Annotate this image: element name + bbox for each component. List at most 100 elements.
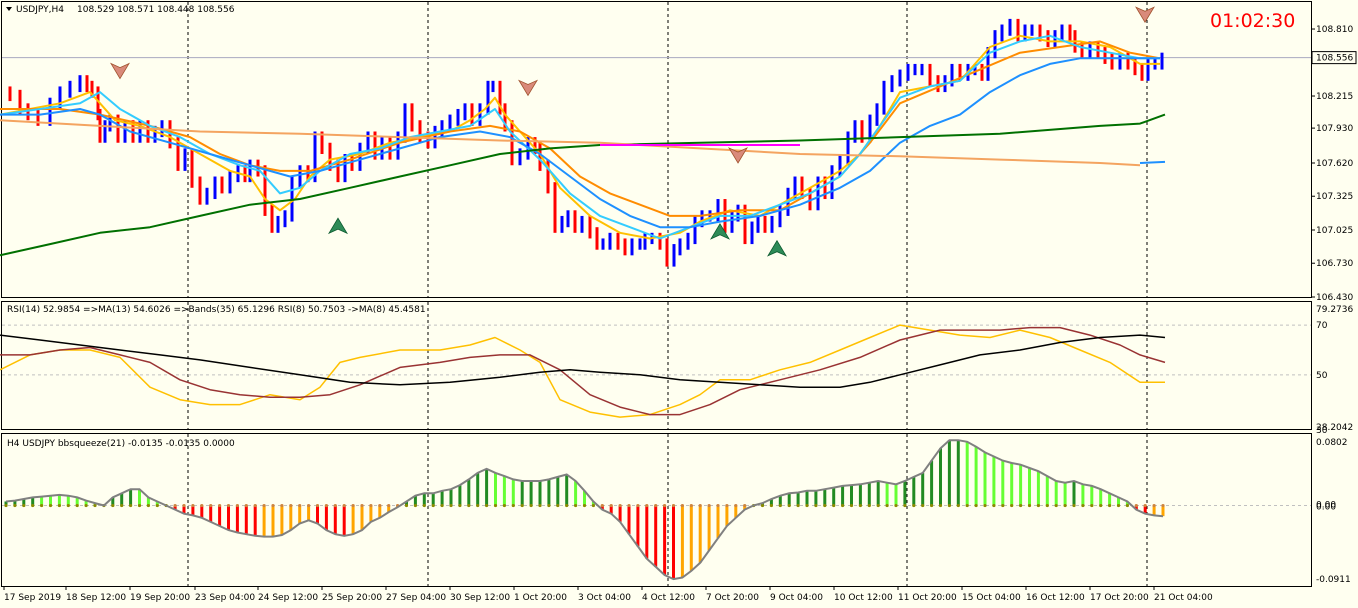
rsi-tick-label: 30 — [1316, 426, 1328, 436]
squeeze-dot — [155, 503, 159, 508]
squeeze-dot — [387, 503, 391, 508]
squeeze-dot — [1161, 503, 1165, 508]
price-tick-label: 107.325 — [1316, 192, 1353, 202]
squeeze-dot — [680, 503, 685, 508]
rsi-series-MA(8) — [0, 326, 1166, 416]
squeeze-dot — [1045, 503, 1049, 508]
squeeze-dot — [1125, 503, 1129, 508]
squeeze-dot — [369, 503, 373, 508]
time-tick-label: 17 Sep 2019 — [4, 593, 61, 603]
symbol-header: USDJPY,H4 — [16, 5, 64, 15]
squeeze-dot — [903, 503, 907, 508]
squeeze-dot — [404, 503, 409, 508]
squeeze-dot — [502, 503, 506, 508]
time-tick-label: 25 Sep 20:00 — [322, 593, 382, 603]
squeeze-dot — [1054, 503, 1058, 508]
squeeze-dot — [1108, 503, 1112, 508]
time-tick-label: 16 Oct 12:00 — [1026, 593, 1085, 603]
time-tick-label: 4 Oct 12:00 — [642, 593, 695, 603]
squeeze-dot — [129, 503, 133, 508]
squeeze-dot — [645, 503, 649, 508]
squeeze-dot — [636, 503, 640, 508]
squeeze-dot — [921, 503, 925, 508]
time-tick-label: 15 Oct 04:00 — [962, 593, 1021, 603]
squeeze-dot — [974, 503, 978, 508]
squeeze-dot — [449, 503, 453, 508]
squeeze-dot — [191, 503, 195, 508]
squeeze-dot — [796, 503, 800, 508]
squeeze-dot — [40, 503, 44, 508]
squeeze-dot — [716, 503, 720, 508]
squeeze-dot — [867, 503, 871, 508]
rsi-panel — [0, 324, 1166, 418]
squeeze-dot — [529, 503, 533, 508]
rsi-series-MA(13) — [0, 334, 1166, 388]
squeeze-dot — [769, 503, 774, 508]
buy-arrow-icon — [767, 239, 787, 257]
squeeze-dot — [440, 503, 444, 508]
bar-countdown-timer: 01:02:30 — [1210, 10, 1295, 32]
time-tick-label: 7 Oct 20:00 — [706, 593, 759, 603]
squeeze-dot — [1063, 503, 1067, 508]
time-tick-label: 11 Oct 20:00 — [898, 593, 957, 603]
squeeze-dot — [565, 503, 569, 508]
squeeze-dot — [422, 503, 426, 508]
squeeze-dot — [262, 503, 266, 508]
squeeze-dot — [671, 503, 676, 508]
squeeze-panel — [4, 439, 1165, 581]
squeeze-dot — [271, 503, 275, 508]
squeeze-dot — [342, 503, 346, 508]
squeeze-dot — [600, 503, 604, 508]
price-tick-label: 108.810 — [1316, 25, 1353, 35]
squeeze-header: H4 USDJPY bbsqueeze(21) -0.0135 -0.0135 … — [7, 439, 235, 449]
time-tick-label: 23 Sep 04:00 — [195, 593, 255, 603]
rsi-header: RSI(14) 52.9854 =>MA(13) 54.6026 =>Bands… — [7, 305, 426, 315]
squeeze-dot — [707, 503, 711, 508]
squeeze-dot — [93, 503, 97, 508]
squeeze-dot — [1134, 503, 1138, 508]
squeeze-dot — [431, 503, 435, 508]
chart-menu-triangle-icon[interactable] — [6, 7, 12, 11]
price-tick-label: 107.620 — [1316, 159, 1353, 169]
squeeze-dot — [467, 503, 471, 508]
squeeze-dot — [57, 503, 62, 508]
price-tick-label: 107.930 — [1316, 124, 1353, 134]
sell-arrow-icon — [110, 62, 130, 80]
squeeze-dot — [574, 503, 578, 508]
price-panel — [0, 6, 1311, 267]
squeeze-dot — [1010, 503, 1014, 508]
time-tick-label: 17 Oct 20:00 — [1090, 593, 1149, 603]
squeeze-dot — [965, 503, 969, 508]
squeeze-dot — [983, 503, 987, 508]
squeeze-dot — [146, 503, 150, 508]
squeeze-dot — [4, 503, 8, 508]
squeeze-dot — [698, 503, 702, 508]
rsi-tick-label: 28.2042 — [1316, 423, 1353, 433]
sell-arrow-icon — [728, 147, 748, 164]
current-price-badge — [1311, 51, 1357, 65]
squeeze-dot — [778, 503, 782, 508]
squeeze-dot — [591, 503, 596, 508]
squeeze-dot — [378, 503, 382, 508]
time-tick-label: 19 Sep 20:00 — [130, 593, 190, 603]
squeeze-dot — [511, 503, 515, 508]
squeeze-dot — [832, 503, 836, 508]
squeeze-dot — [538, 503, 542, 508]
squeeze-dot — [1081, 503, 1085, 508]
squeeze-dot — [307, 503, 311, 508]
time-tick-label: 24 Sep 12:00 — [258, 593, 318, 603]
squeeze-dot — [66, 503, 70, 508]
squeeze-dot — [743, 503, 747, 508]
squeeze-dot — [351, 503, 355, 508]
sell-arrow-icon — [518, 79, 538, 97]
time-tick-label: 3 Oct 04:00 — [578, 593, 631, 603]
squeeze-dot — [13, 503, 17, 508]
squeeze-dot — [48, 503, 53, 508]
squeeze-dot — [200, 503, 204, 508]
squeeze-dot — [734, 503, 738, 508]
buy-arrow-icon — [328, 217, 348, 235]
squeeze-dot — [485, 503, 489, 508]
squeeze-dot — [787, 503, 791, 508]
series-salmon-ma — [0, 119, 1141, 167]
squeeze-dot — [298, 503, 302, 508]
